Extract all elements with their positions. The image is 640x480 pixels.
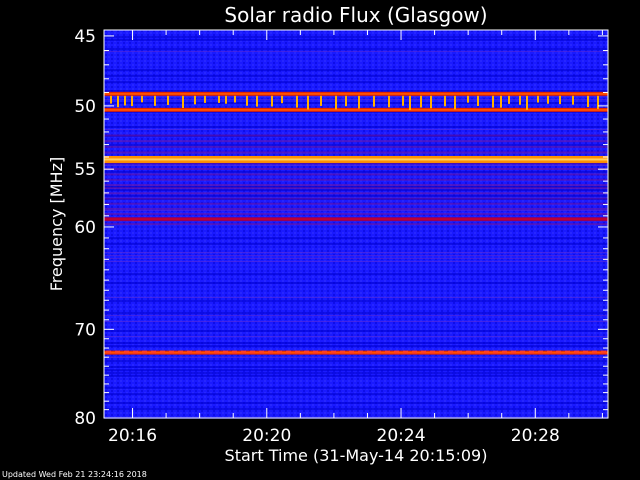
y-tick-label: 70 (74, 320, 96, 340)
x-axis-label: Start Time (31-May-14 20:15:09) (225, 446, 488, 465)
y-tick-label: 45 (74, 27, 96, 47)
band-core-0 (104, 92, 608, 95)
y-tick-label: 50 (74, 97, 96, 117)
plot-frame (103, 29, 609, 419)
x-axis: 20:16 20:20 20:24 20:28 (108, 30, 603, 446)
spectrogram-bands (104, 36, 608, 419)
chart-title: Solar radio Flux (Glasgow) (224, 3, 487, 27)
x-tick-label: 20:24 (377, 426, 426, 446)
band-core-2 (104, 158, 608, 161)
y-tick-label: 55 (74, 160, 96, 180)
y-axis: 45 50 55 60 70 80 (74, 27, 608, 429)
x-tick-label: 20:16 (108, 426, 157, 446)
band-core-4 (104, 351, 608, 354)
x-tick-label: 20:20 (242, 426, 291, 446)
updated-timestamp: Updated Wed Feb 21 23:24:16 2018 (2, 470, 147, 479)
band-core-3 (104, 218, 608, 221)
x-tick-label: 20:28 (511, 426, 560, 446)
y-axis-label: Frequency [MHz] (47, 157, 66, 291)
y-tick-label: 60 (74, 218, 96, 238)
band-core-1 (104, 108, 608, 111)
y-tick-label: 80 (74, 409, 96, 429)
